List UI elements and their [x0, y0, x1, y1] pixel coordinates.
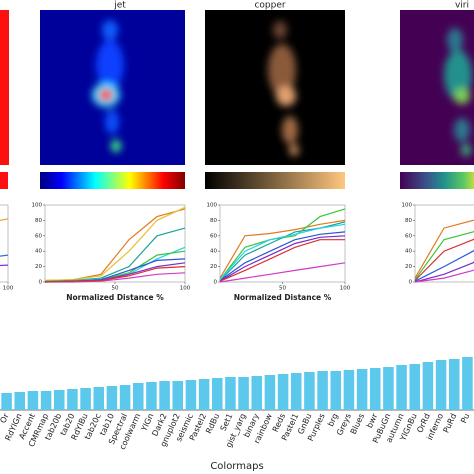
x-axis-label: Normalized Distance %	[66, 293, 164, 302]
bar	[343, 370, 355, 410]
x-axis-label: Colormaps	[210, 461, 263, 472]
bar	[159, 381, 170, 410]
series-line	[219, 235, 346, 282]
x-axis-label: Normalized Distance %	[234, 293, 332, 302]
bar	[1, 393, 12, 410]
bar	[40, 391, 52, 410]
bar	[462, 357, 473, 410]
series-line	[219, 262, 346, 283]
bar	[67, 389, 78, 410]
series-line	[45, 272, 186, 283]
bar	[409, 364, 421, 410]
series-line	[414, 269, 474, 283]
bar	[93, 387, 105, 410]
bar	[146, 382, 157, 410]
bar	[448, 359, 460, 410]
bar	[185, 380, 197, 410]
x-tick-label: 50	[112, 286, 119, 292]
panel-title: copper	[254, 1, 285, 11]
heatmap-viridis	[400, 10, 474, 165]
bar	[198, 379, 210, 410]
bar	[383, 367, 394, 410]
bar	[238, 377, 249, 410]
y-tick-label: 20	[405, 264, 412, 270]
bar	[251, 376, 263, 410]
bar	[132, 383, 144, 410]
bar	[27, 391, 39, 410]
colorbar	[205, 172, 345, 189]
x-tick-label: Or	[0, 411, 11, 424]
heatmap-copper	[205, 10, 345, 165]
series-line	[414, 238, 474, 281]
y-tick-label: 60	[210, 233, 217, 239]
y-tick-label: 40	[405, 249, 412, 255]
heatmap-jet	[40, 10, 185, 165]
series-line	[414, 261, 474, 283]
bar	[14, 392, 26, 410]
y-tick-label: 20	[210, 264, 217, 270]
bar	[317, 371, 328, 410]
series-line	[219, 219, 346, 279]
colorbar	[400, 172, 474, 189]
bar	[330, 371, 342, 410]
series-line	[414, 219, 474, 279]
bar	[277, 374, 289, 410]
bar	[369, 368, 381, 410]
x-tick-label: 50	[279, 286, 286, 292]
bar	[264, 375, 276, 410]
bar	[435, 360, 447, 410]
series-line	[219, 223, 346, 281]
series-line	[219, 231, 346, 281]
y-tick-label: 80	[405, 218, 412, 224]
series-line	[44, 266, 186, 283]
series-line	[44, 206, 186, 282]
bar	[356, 369, 368, 410]
bar	[290, 373, 302, 410]
y-tick-label: 100	[32, 203, 43, 209]
bar	[422, 362, 434, 410]
bar	[211, 378, 223, 410]
series-line	[219, 239, 345, 282]
y-tick-label: 0	[409, 280, 413, 286]
heatmap-red	[0, 10, 9, 165]
x-tick-label: 100	[340, 286, 351, 292]
y-tick-label: 40	[35, 249, 42, 255]
plot-frame	[414, 204, 474, 283]
bar	[119, 385, 131, 410]
panel-title: viri	[455, 1, 469, 11]
y-tick-label: 20	[35, 264, 42, 270]
y-tick-label: 0	[214, 280, 218, 286]
x-tick-label: Pu	[459, 412, 471, 425]
bar	[396, 365, 407, 410]
panel-title: jet	[113, 1, 126, 11]
bar	[172, 381, 184, 410]
plot-frame	[0, 204, 9, 283]
y-tick-label: 40	[210, 249, 217, 255]
series-line	[414, 230, 474, 281]
y-tick-label: 80	[35, 218, 42, 224]
bar	[53, 390, 65, 410]
series-line	[44, 250, 186, 282]
y-tick-label: 100	[207, 203, 218, 209]
y-tick-label: 100	[402, 203, 413, 209]
y-tick-label: 80	[210, 218, 217, 224]
bar	[80, 388, 91, 410]
x-tick-label: 100	[3, 286, 14, 292]
bar	[304, 372, 315, 410]
x-tick-label: 100	[180, 286, 191, 292]
bar	[225, 377, 236, 410]
y-tick-label: 0	[39, 280, 43, 286]
colorbar	[0, 172, 8, 189]
y-tick-label: 60	[405, 233, 412, 239]
y-tick-label: 60	[35, 233, 42, 239]
colorbar	[40, 172, 185, 189]
series-line	[414, 249, 474, 282]
bar	[106, 386, 118, 410]
